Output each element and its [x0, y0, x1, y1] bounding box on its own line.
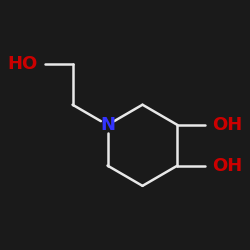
Text: HO: HO — [7, 55, 38, 73]
Text: OH: OH — [212, 116, 243, 134]
Text: OH: OH — [212, 156, 243, 174]
Text: N: N — [100, 116, 115, 134]
